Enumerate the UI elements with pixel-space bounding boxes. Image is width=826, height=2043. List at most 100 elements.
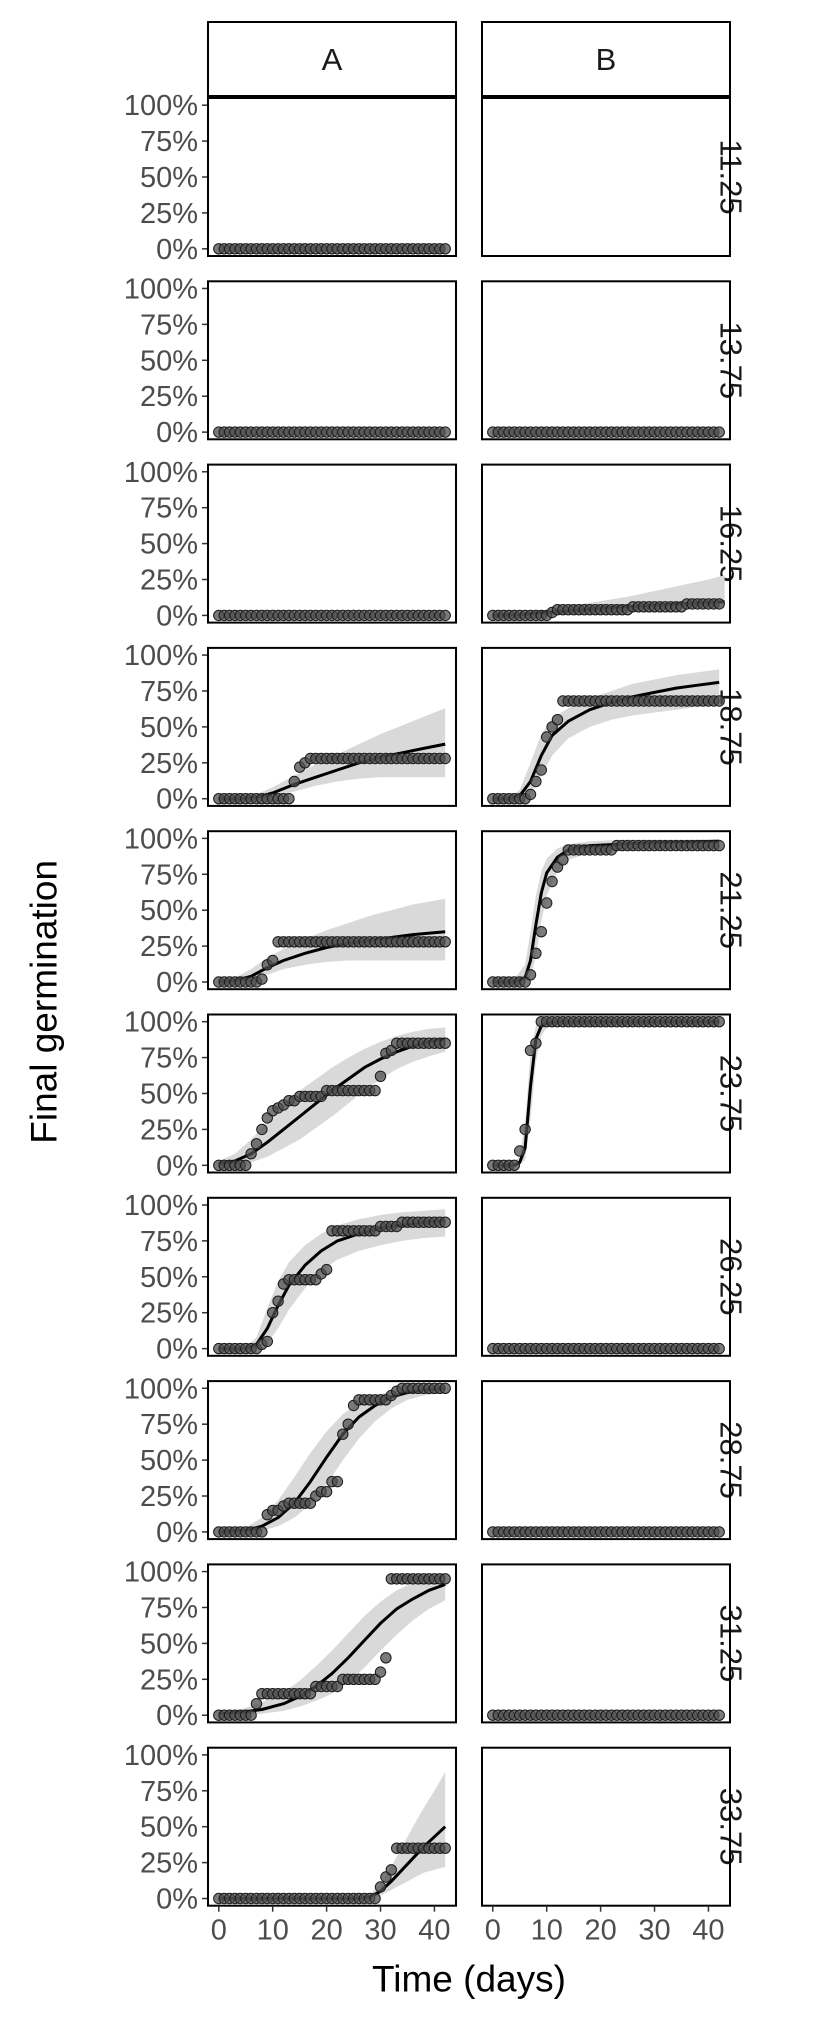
fitted-curve xyxy=(492,1020,720,1167)
y-tick-label: 50% xyxy=(140,1445,198,1477)
y-tick-label: 100% xyxy=(124,823,198,855)
data-point xyxy=(320,1263,333,1276)
panel-B-26.25 xyxy=(481,1196,731,1357)
panel-B-18.75 xyxy=(481,646,731,807)
data-point xyxy=(508,1159,520,1172)
panel-border xyxy=(481,1196,731,1357)
facet-strip-A xyxy=(207,21,457,97)
data-point xyxy=(439,1842,451,1854)
data-point xyxy=(337,1428,349,1440)
data-point xyxy=(250,1698,263,1710)
y-tick-label: 25% xyxy=(140,565,198,597)
y-tick-label: 0% xyxy=(156,784,198,816)
panel-B-13.75 xyxy=(481,280,731,441)
data-point xyxy=(713,1709,725,1721)
data-point xyxy=(439,1216,451,1228)
panel-border xyxy=(481,1013,731,1174)
y-tick-label: 100% xyxy=(124,640,198,672)
data-point xyxy=(250,1138,263,1150)
data-point xyxy=(524,788,537,801)
panel-border xyxy=(481,830,731,991)
y-tick-label: 25% xyxy=(140,1848,198,1880)
data-point xyxy=(439,936,451,948)
facet-label-B: B xyxy=(596,42,617,77)
y-tick-label: 0% xyxy=(156,1884,198,1916)
data-point xyxy=(535,926,547,938)
y-tick-label: 50% xyxy=(140,529,198,561)
data-point xyxy=(374,1070,387,1083)
y-tick-label: 50% xyxy=(140,1262,198,1294)
data-point xyxy=(245,1709,257,1721)
y-tick-label: 75% xyxy=(140,1592,198,1624)
y-tick-label: 25% xyxy=(140,931,198,963)
data-point xyxy=(256,1526,268,1538)
panel-border xyxy=(207,1563,457,1724)
data-point xyxy=(557,854,569,866)
data-point xyxy=(342,1418,354,1430)
data-point xyxy=(713,426,725,438)
data-point xyxy=(713,598,725,610)
panel-border xyxy=(207,463,457,624)
panel-border xyxy=(207,280,457,441)
x-tick-label: 40 xyxy=(692,1915,724,1947)
data-point xyxy=(713,1016,725,1028)
y-axis-label: Final germination xyxy=(24,860,65,1144)
data-point xyxy=(385,1864,397,1876)
panel-B-33.75 xyxy=(481,1746,731,1907)
y-tick-label: 50% xyxy=(140,895,198,927)
y-tick-label: 75% xyxy=(140,493,198,525)
data-point xyxy=(541,731,553,743)
panel-A-28.75 xyxy=(207,1380,457,1541)
data-point xyxy=(256,1123,268,1136)
panel-border xyxy=(207,1746,457,1907)
confidence-ribbon xyxy=(492,669,720,799)
facet-label-A: A xyxy=(322,42,343,77)
y-tick-label: 0% xyxy=(156,1517,198,1549)
data-point xyxy=(374,1666,387,1678)
panel-A-31.25 xyxy=(207,1563,457,1724)
panel-A-26.25 xyxy=(207,1196,457,1357)
data-point xyxy=(261,1335,273,1348)
x-axis-label: Time (days) xyxy=(372,1959,566,2000)
y-tick-label: 0% xyxy=(156,1334,198,1366)
y-tick-label: 75% xyxy=(140,1226,198,1258)
y-tick-label: 0% xyxy=(156,600,198,632)
y-tick-label: 25% xyxy=(140,381,198,413)
x-tick-label: 20 xyxy=(584,1915,616,1947)
data-point xyxy=(439,426,451,438)
panel-A-16.25 xyxy=(207,463,457,624)
panel-A-18.75 xyxy=(207,646,457,807)
data-point xyxy=(380,1652,392,1664)
data-point xyxy=(369,1892,381,1905)
panel-border xyxy=(207,646,457,807)
y-tick-label: 50% xyxy=(140,712,198,744)
data-point xyxy=(514,1145,526,1157)
panel-border xyxy=(481,97,731,257)
data-point xyxy=(530,947,542,959)
y-tick-label: 75% xyxy=(140,1043,198,1075)
data-point xyxy=(439,752,451,765)
facet-strip-B xyxy=(481,21,731,97)
panel-B-16.25 xyxy=(481,463,731,624)
panel-A-11.25 xyxy=(207,97,457,257)
y-tick-label: 0% xyxy=(156,417,198,449)
panel-B-21.25 xyxy=(481,830,731,991)
data-point xyxy=(546,875,558,888)
y-tick-label: 100% xyxy=(124,1557,198,1589)
data-point xyxy=(267,954,279,967)
confidence-ribbon xyxy=(218,708,446,799)
panel-border xyxy=(481,463,731,624)
data-point xyxy=(713,1342,725,1355)
y-tick-label: 100% xyxy=(124,273,198,305)
panel-border xyxy=(481,1563,731,1724)
y-tick-label: 0% xyxy=(156,234,198,266)
y-tick-label: 0% xyxy=(156,967,198,999)
y-tick-label: 100% xyxy=(124,90,198,122)
data-point xyxy=(267,1307,279,1319)
data-point xyxy=(439,1037,451,1049)
x-tick-label: 10 xyxy=(531,1915,563,1947)
data-point xyxy=(713,695,725,707)
panel-B-28.75 xyxy=(481,1380,731,1541)
